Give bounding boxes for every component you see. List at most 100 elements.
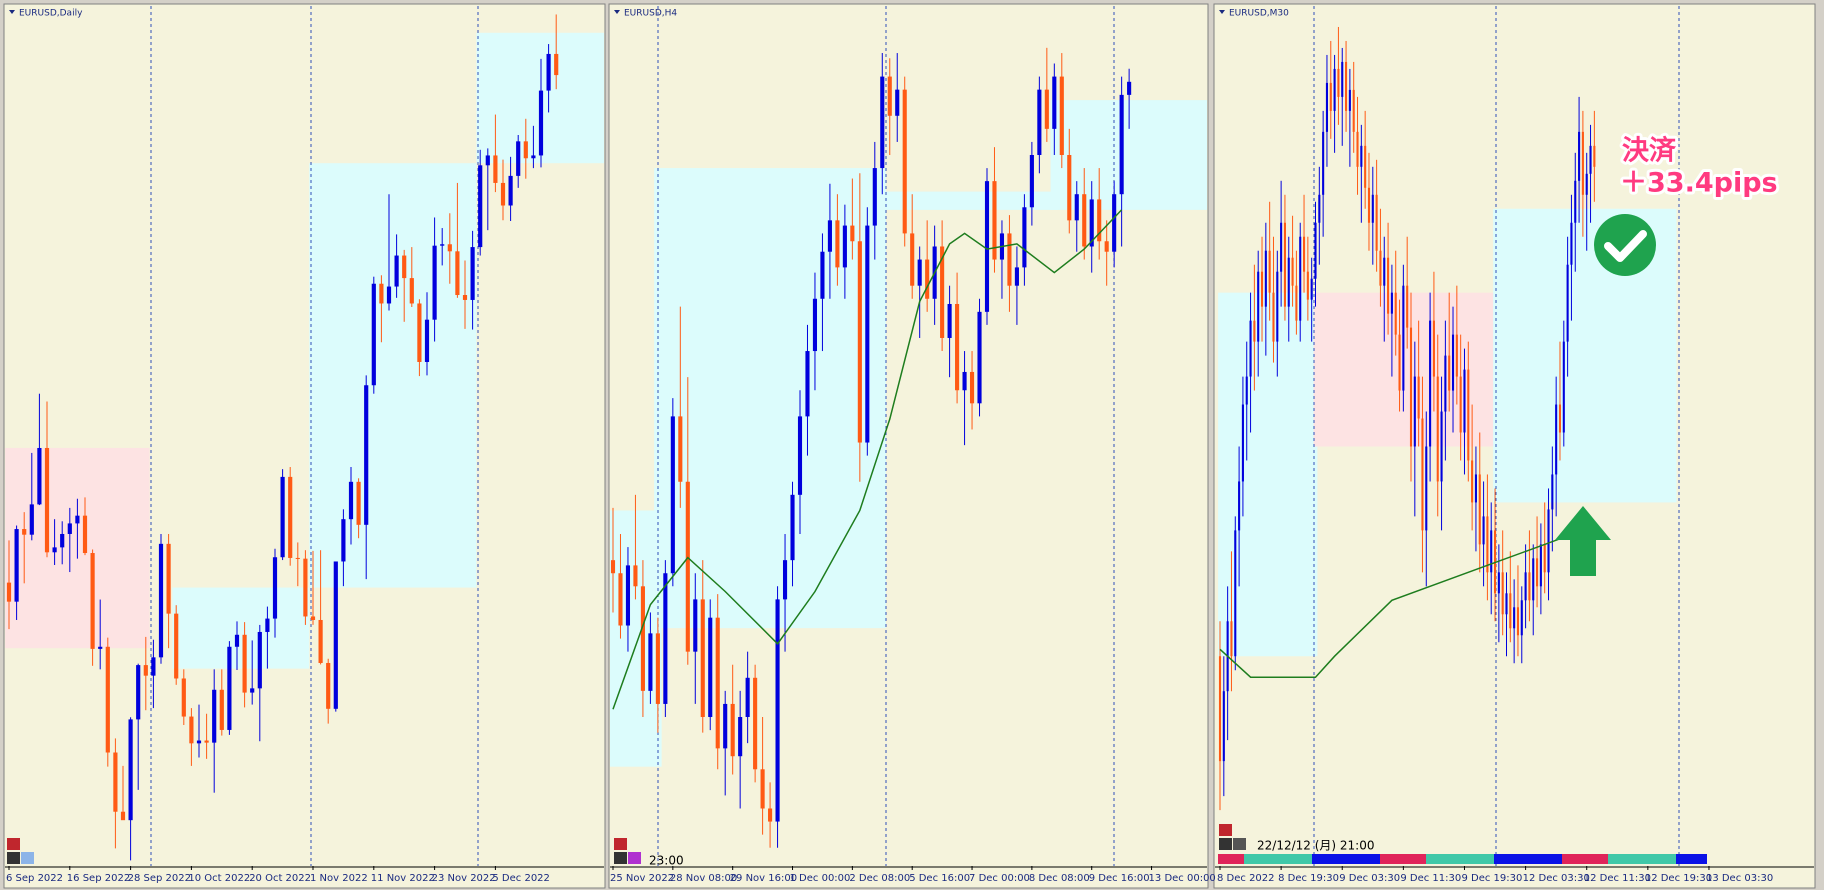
- candle-body: [1291, 257, 1294, 286]
- annotation-text: 決済: [1622, 135, 1677, 167]
- candle-body: [409, 278, 414, 304]
- zone: [309, 163, 477, 588]
- candle-body: [1413, 376, 1416, 447]
- candle-body: [1037, 89, 1042, 155]
- candle-body: [1585, 173, 1588, 195]
- candle-body: [1253, 320, 1256, 342]
- candle-body: [1314, 222, 1317, 279]
- x-tick-label: 10 Oct 2022: [188, 873, 250, 884]
- x-tick-label: 8 Dec 08:00: [1029, 873, 1090, 884]
- candle-body: [394, 255, 399, 287]
- candle-body: [992, 181, 997, 260]
- candle-body: [1486, 516, 1489, 573]
- candle-body: [1459, 376, 1462, 433]
- candle-body: [1341, 61, 1344, 97]
- session-strip: [1218, 854, 1707, 864]
- candle-body: [52, 547, 57, 553]
- candle-body: [432, 245, 437, 320]
- candle-body: [895, 89, 900, 116]
- candle-body: [257, 631, 262, 689]
- candle-body: [925, 259, 930, 299]
- candle-body: [1440, 411, 1443, 482]
- candle-body: [902, 89, 907, 234]
- candle-body: [1471, 460, 1474, 503]
- candle-body: [1059, 76, 1064, 155]
- candle-body: [364, 385, 369, 525]
- candle-body: [1463, 369, 1466, 433]
- candle-body: [625, 565, 631, 626]
- candle-body: [842, 225, 847, 268]
- candle-body: [1082, 194, 1087, 247]
- candle-body: [1345, 61, 1348, 111]
- x-tick-label: 23 Nov 2022: [432, 873, 496, 884]
- candle-body: [1509, 593, 1512, 629]
- x-tick-label: 9 Dec 16:00: [1089, 873, 1150, 884]
- candle-body: [1421, 418, 1424, 531]
- chart-panel: [5, 6, 604, 866]
- title-arrow: [614, 10, 620, 14]
- candle-body: [120, 811, 126, 821]
- candle-body: [745, 677, 750, 718]
- candle-body: [1097, 199, 1102, 242]
- candle-body: [1014, 267, 1019, 286]
- candle-body: [75, 515, 80, 524]
- candle-body: [1532, 558, 1535, 601]
- candle-body: [143, 665, 148, 676]
- candle-body: [655, 633, 660, 704]
- candle-body: [348, 481, 354, 520]
- candle-body: [136, 665, 141, 720]
- candle-body: [6, 582, 12, 602]
- candle-body: [1022, 207, 1027, 268]
- candle-body: [105, 646, 110, 753]
- x-tick-label: 2 Dec 08:00: [849, 873, 910, 884]
- candle-body: [1272, 292, 1275, 342]
- candle-body: [610, 560, 616, 574]
- candle-body: [1112, 194, 1117, 252]
- candle-body: [371, 283, 376, 386]
- candle-body: [1432, 320, 1435, 377]
- candle-body: [1218, 656, 1222, 762]
- zone: [878, 191, 1059, 210]
- candle-body: [880, 76, 885, 169]
- candle-body: [797, 416, 803, 495]
- x-tick-label: 9 Dec 19:30: [1461, 873, 1522, 884]
- candle-body: [516, 141, 521, 176]
- candle-body: [1287, 257, 1290, 307]
- candle-body: [678, 416, 683, 482]
- candle-body: [917, 259, 922, 286]
- candle-body: [508, 175, 513, 206]
- candle-body: [1482, 516, 1485, 545]
- moving-average: [612, 209, 1123, 710]
- candle-body: [1543, 544, 1546, 573]
- candle-body: [158, 543, 164, 658]
- cursor-time: 22/12/12 (月) 21:00: [1257, 839, 1374, 853]
- candle-body: [554, 53, 559, 76]
- candle-body: [493, 155, 498, 183]
- zone: [172, 587, 310, 669]
- candle-body: [857, 241, 862, 443]
- candle-body: [1524, 572, 1527, 601]
- candle-body: [196, 740, 202, 744]
- candle-body: [1234, 530, 1237, 657]
- candle-body: [1539, 544, 1542, 587]
- candle-body: [1299, 236, 1302, 321]
- candle-body: [1371, 194, 1374, 223]
- candle-body: [295, 557, 300, 559]
- candle-body: [1127, 81, 1132, 95]
- candle-body: [1551, 474, 1554, 510]
- candle-body: [969, 371, 975, 404]
- candle-body: [1257, 271, 1260, 342]
- candle-body: [189, 716, 194, 744]
- x-tick-label: 11 Nov 2022: [371, 873, 435, 884]
- x-tick-label: 16 Sep 2022: [67, 873, 130, 884]
- candle-body: [1074, 194, 1079, 221]
- candle-body: [768, 808, 773, 822]
- candle-body: [1387, 257, 1390, 314]
- candle-body: [1322, 131, 1325, 195]
- candle-body: [1398, 334, 1401, 391]
- candle-body: [962, 371, 967, 391]
- x-tick-label: 13 Dec 00:00: [1149, 873, 1216, 884]
- candle-body: [386, 286, 392, 304]
- candle-body: [775, 599, 780, 822]
- x-tick-label: 1 Nov 2022: [310, 873, 368, 884]
